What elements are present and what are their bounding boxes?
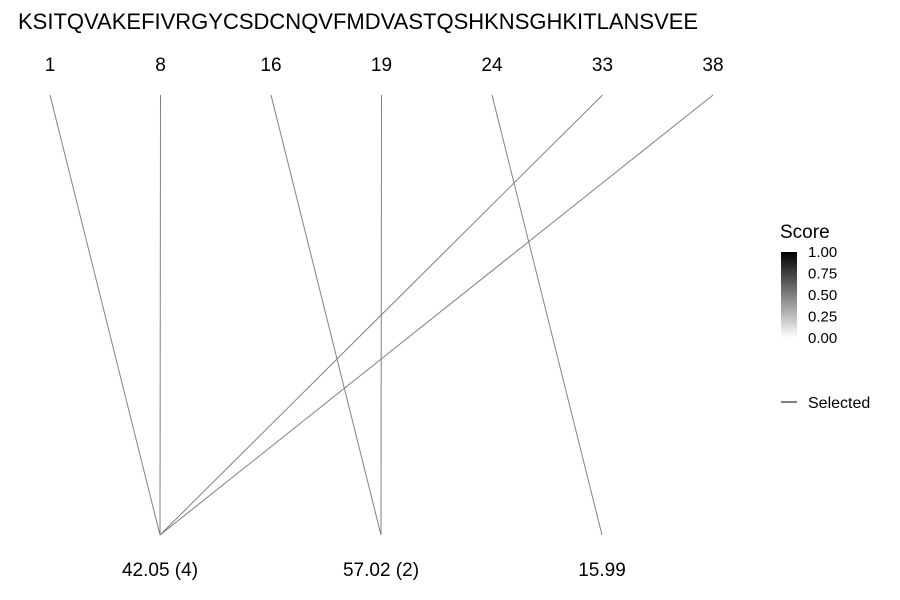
position-label-33: 33 [592,55,613,76]
mass-label-0: 42.05 (4) [122,560,198,581]
score-colorbar [781,252,797,338]
position-labels: 1 8 16 19 24 33 38 [45,55,724,76]
legend-ticks: 1.00 0.75 0.50 0.25 0.00 [808,244,837,347]
legend-tick-label: 1.00 [808,244,837,261]
legend-tick-label: 0.25 [808,309,837,326]
legend-tick-label: 0.75 [808,266,837,283]
legend-score-title: Score [780,222,830,243]
link-line-19 [380,94,382,536]
mass-label-1: 57.02 (2) [343,560,419,581]
mass-label-2: 15.99 [578,560,626,581]
link-line-38 [159,94,714,536]
position-label-19: 19 [371,55,392,76]
link-lines [49,94,714,536]
link-line-8 [159,94,161,536]
legend-tick-label: 0.00 [808,330,837,347]
link-line-24 [491,94,603,536]
link-line-1 [49,94,161,536]
sequence-text: KSITQVAKEFIVRGYCSDCNQVFMDVASTQSHKNSGHKIT… [18,9,698,34]
legend-selected-label: Selected [808,395,870,412]
legend: Score 1.00 0.75 0.50 0.25 0.00 Selected [780,222,870,412]
position-label-1: 1 [45,55,56,76]
position-label-38: 38 [702,55,723,76]
link-line-16 [270,94,382,536]
position-label-24: 24 [481,55,503,76]
position-label-16: 16 [260,55,281,76]
position-label-8: 8 [155,55,166,76]
mass-labels: 42.05 (4) 57.02 (2) 15.99 [122,560,626,581]
legend-tick-label: 0.50 [808,287,837,304]
